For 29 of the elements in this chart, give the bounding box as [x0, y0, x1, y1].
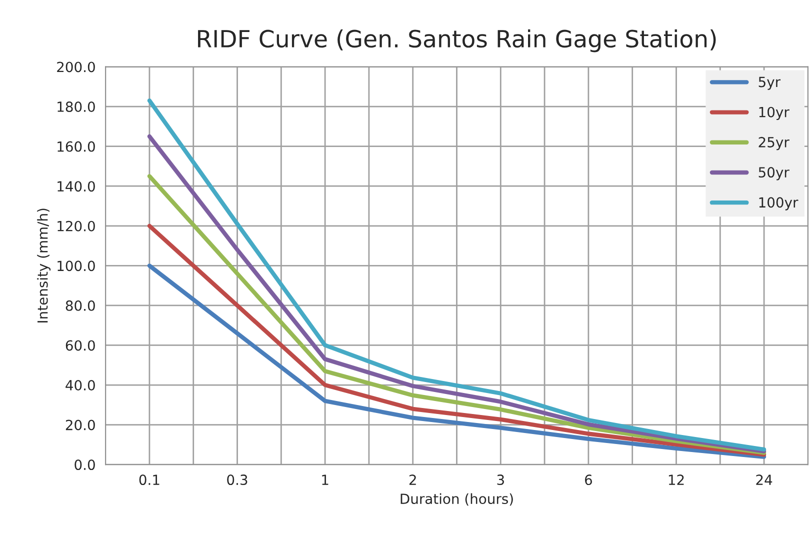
line-series [147, 264, 766, 459]
y-tick-label: 80.0 [66, 300, 95, 311]
x-tick-label: 2 [409, 474, 416, 485]
y-tick-label: 40.0 [66, 380, 95, 390]
y-tick-label: 60.0 [66, 340, 95, 351]
x-tick-label: 0.1 [139, 474, 160, 486]
x-axis-title: Duration (hours) [400, 493, 513, 506]
y-tick-label: 0.0 [74, 460, 95, 470]
legend-label: 25yr [758, 136, 790, 150]
x-tick-label: 0.3 [227, 474, 248, 486]
y-tick-label: 160.0 [58, 141, 95, 152]
x-tick-label: 3 [497, 474, 504, 486]
y-axis-title: Intensity (mm/h) [37, 208, 51, 322]
y-tick-label: 200.0 [57, 62, 95, 72]
legend-label: 50yr [758, 167, 790, 180]
chart-title: RIDF Curve (Gen. Santos Rain Gage Station) [198, 29, 716, 52]
x-tick-label: 24 [756, 474, 772, 485]
line-series [147, 224, 766, 457]
x-tick-label: 1 [322, 474, 328, 485]
y-tick-label: 20.0 [66, 420, 95, 430]
x-tick-label: 12 [668, 474, 684, 485]
legend-label: 100yr [759, 197, 798, 210]
legend-label: 10yr [759, 106, 790, 120]
x-tick-label: 6 [585, 474, 592, 486]
legend-label: 5yr [758, 76, 781, 90]
y-tick-label: 180.0 [58, 102, 95, 112]
y-tick-label: 120.0 [58, 220, 95, 232]
y-tick-label: 140.0 [58, 181, 95, 192]
y-tick-label: 100.0 [58, 260, 95, 272]
